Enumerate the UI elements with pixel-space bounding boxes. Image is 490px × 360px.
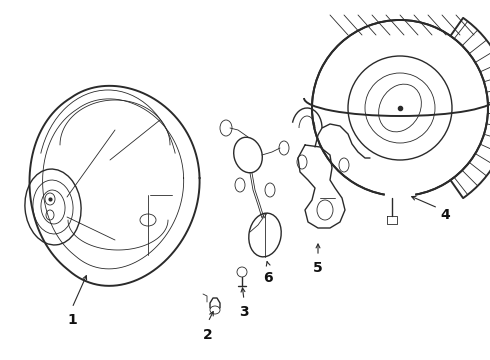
Text: 1: 1	[67, 313, 77, 327]
Text: 4: 4	[440, 208, 450, 222]
Text: 5: 5	[313, 261, 323, 275]
Text: 3: 3	[239, 305, 249, 319]
Text: 6: 6	[263, 271, 273, 285]
Text: 2: 2	[203, 328, 213, 342]
